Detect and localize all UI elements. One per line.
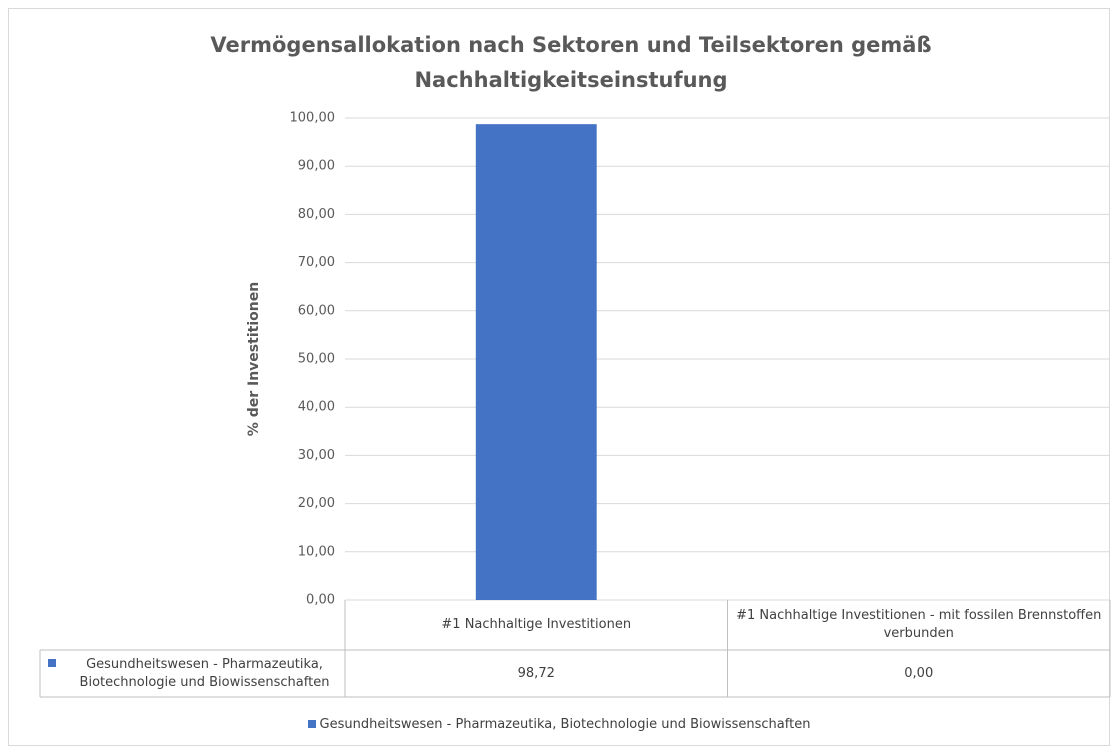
y-tick-label: 50,00 [298,352,335,367]
legend-key [307,720,316,728]
table-value: 98,72 [517,665,555,681]
y-tick-label: 10,00 [298,544,335,559]
table-series-name: Gesundheitswesen - Pharmazeutika, Biotec… [79,656,330,690]
legend: Gesundheitswesen - Pharmazeutika, Biotec… [0,714,1118,734]
y-axis-title: % der Investitionen [246,282,262,436]
y-tick-label: 40,00 [298,400,335,415]
y-tick-label: 70,00 [298,255,335,270]
y-tick-label: 0,00 [306,593,335,608]
legend-key [48,659,56,667]
table-value: 0,00 [904,665,934,681]
chart-title: Vermögensallokation nach Sektoren und Te… [210,33,932,92]
category-label: #1 Nachhaltige Investitionen - mit fossi… [736,608,1102,641]
y-tick-label: 30,00 [298,448,335,463]
legend-label: Gesundheitswesen - Pharmazeutika, Biotec… [319,716,811,732]
y-tick-label: 100,00 [290,111,336,126]
y-tick-label: 60,00 [298,303,335,318]
table-series-cell: Gesundheitswesen - Pharmazeutika, Biotec… [40,650,345,697]
y-tick-label: 20,00 [298,496,335,511]
category-label: #1 Nachhaltige Investitionen [441,617,632,632]
y-tick-label: 80,00 [298,207,335,222]
y-tick-label: 90,00 [298,159,335,174]
bar [475,124,597,600]
